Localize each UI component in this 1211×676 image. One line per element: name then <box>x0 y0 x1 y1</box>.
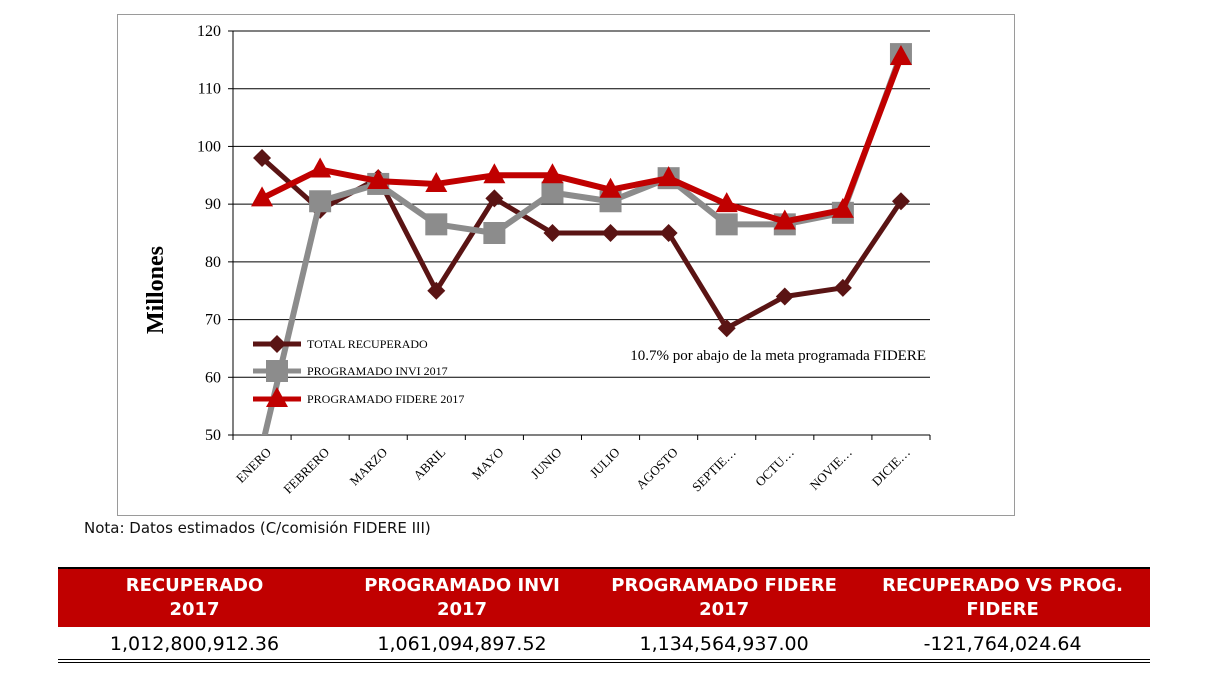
data-point <box>541 163 564 184</box>
legend-label: PROGRAMADO INVI 2017 <box>307 364 448 378</box>
x-tick-label: ABRIL <box>410 444 448 482</box>
header-programado-invi: PROGRAMADO INVI 2017 <box>331 567 594 627</box>
header-line: RECUPERADO <box>125 575 264 596</box>
value-programado-fidere: 1,134,564,937.00 <box>593 627 856 663</box>
data-point <box>831 197 854 218</box>
series-line <box>260 55 904 225</box>
data-point <box>485 189 504 208</box>
y-axis-label: Millones <box>143 246 169 334</box>
data-point <box>833 278 852 297</box>
x-tick-label: NOVIE… <box>807 445 855 493</box>
header-line: RECUPERADO VS PROG. FIDERE <box>882 575 1124 620</box>
y-tick-label: 100 <box>197 138 221 155</box>
value-recuperado-vs-prog: -121,764,024.64 <box>855 627 1150 663</box>
legend-swatch-marker <box>268 335 286 353</box>
series-1 <box>261 43 912 435</box>
y-tick-label: 60 <box>205 369 221 386</box>
header-line: PROGRAMADO FIDERE <box>611 575 837 596</box>
y-tick-label: 120 <box>197 23 221 40</box>
data-point <box>659 224 678 242</box>
legend-label: PROGRAMADO FIDERE 2017 <box>307 392 464 406</box>
table-row: 1,012,800,912.36 1,061,094,897.52 1,134,… <box>58 627 1150 663</box>
data-point <box>601 224 620 242</box>
chart-note: Nota: Datos estimados (C/comisión FIDERE… <box>84 519 431 537</box>
header-line: PROGRAMADO INVI <box>364 575 560 596</box>
series-line <box>261 53 904 435</box>
summary-table: RECUPERADO 2017 PROGRAMADO INVI 2017 PRO… <box>58 567 1150 663</box>
header-line: 2017 <box>436 599 488 620</box>
x-tick-label: FEBRERO <box>280 445 332 497</box>
table-header-row: RECUPERADO 2017 PROGRAMADO INVI 2017 PRO… <box>58 567 1150 627</box>
data-point <box>715 192 738 213</box>
value-recuperado: 1,012,800,912.36 <box>58 627 331 663</box>
data-point <box>425 213 448 236</box>
data-point <box>773 209 796 230</box>
y-tick-label: 70 <box>205 312 221 329</box>
data-point <box>775 287 794 306</box>
y-tick-label: 80 <box>205 254 221 271</box>
x-tick-label: JULIO <box>587 445 623 481</box>
y-tick-label: 90 <box>205 196 221 213</box>
data-point <box>483 163 506 184</box>
data-point <box>541 181 564 204</box>
data-point <box>891 192 910 211</box>
data-point <box>367 169 390 190</box>
header-line: 2017 <box>169 599 220 620</box>
data-point <box>543 224 562 242</box>
x-tick-label: AGOSTO <box>633 445 681 493</box>
y-tick-label: 50 <box>205 427 221 444</box>
data-point <box>715 213 738 236</box>
data-point <box>427 281 446 300</box>
data-point <box>483 222 506 244</box>
legend-swatch-marker <box>266 360 288 382</box>
header-recuperado-vs-prog: RECUPERADO VS PROG. FIDERE <box>855 567 1150 627</box>
x-tick-label: SEPTIE… <box>689 445 739 495</box>
data-point <box>599 177 622 198</box>
x-tick-label: JUNIO <box>527 445 564 482</box>
line-chart: Millones 10.7% por abajo de la meta prog… <box>143 23 931 497</box>
data-point <box>425 171 448 192</box>
data-point <box>309 190 332 213</box>
data-point <box>717 319 736 338</box>
header-line: 2017 <box>699 599 750 620</box>
data-point <box>309 157 332 178</box>
data-point <box>253 148 272 167</box>
data-point <box>889 44 912 65</box>
chart-frame: Millones 10.7% por abajo de la meta prog… <box>117 14 1015 516</box>
data-point <box>657 166 680 187</box>
legend-label: TOTAL RECUPERADO <box>307 337 428 351</box>
x-tick-label: OCTU… <box>752 445 797 490</box>
header-recuperado: RECUPERADO 2017 <box>58 567 331 627</box>
x-tick-label: MARZO <box>347 445 391 489</box>
value-programado-invi: 1,061,094,897.52 <box>331 627 594 663</box>
y-tick-label: 110 <box>198 81 221 98</box>
chart-annotation: 10.7% por abajo de la meta programada FI… <box>630 348 926 364</box>
data-point <box>251 186 274 207</box>
series-2 <box>251 44 912 230</box>
x-tick-label: DICIE… <box>869 445 913 489</box>
legend-swatch-marker <box>266 387 288 407</box>
x-tick-label: MAYO <box>469 445 507 483</box>
header-programado-fidere: PROGRAMADO FIDERE 2017 <box>593 567 856 627</box>
x-tick-label: ENERO <box>233 445 274 486</box>
